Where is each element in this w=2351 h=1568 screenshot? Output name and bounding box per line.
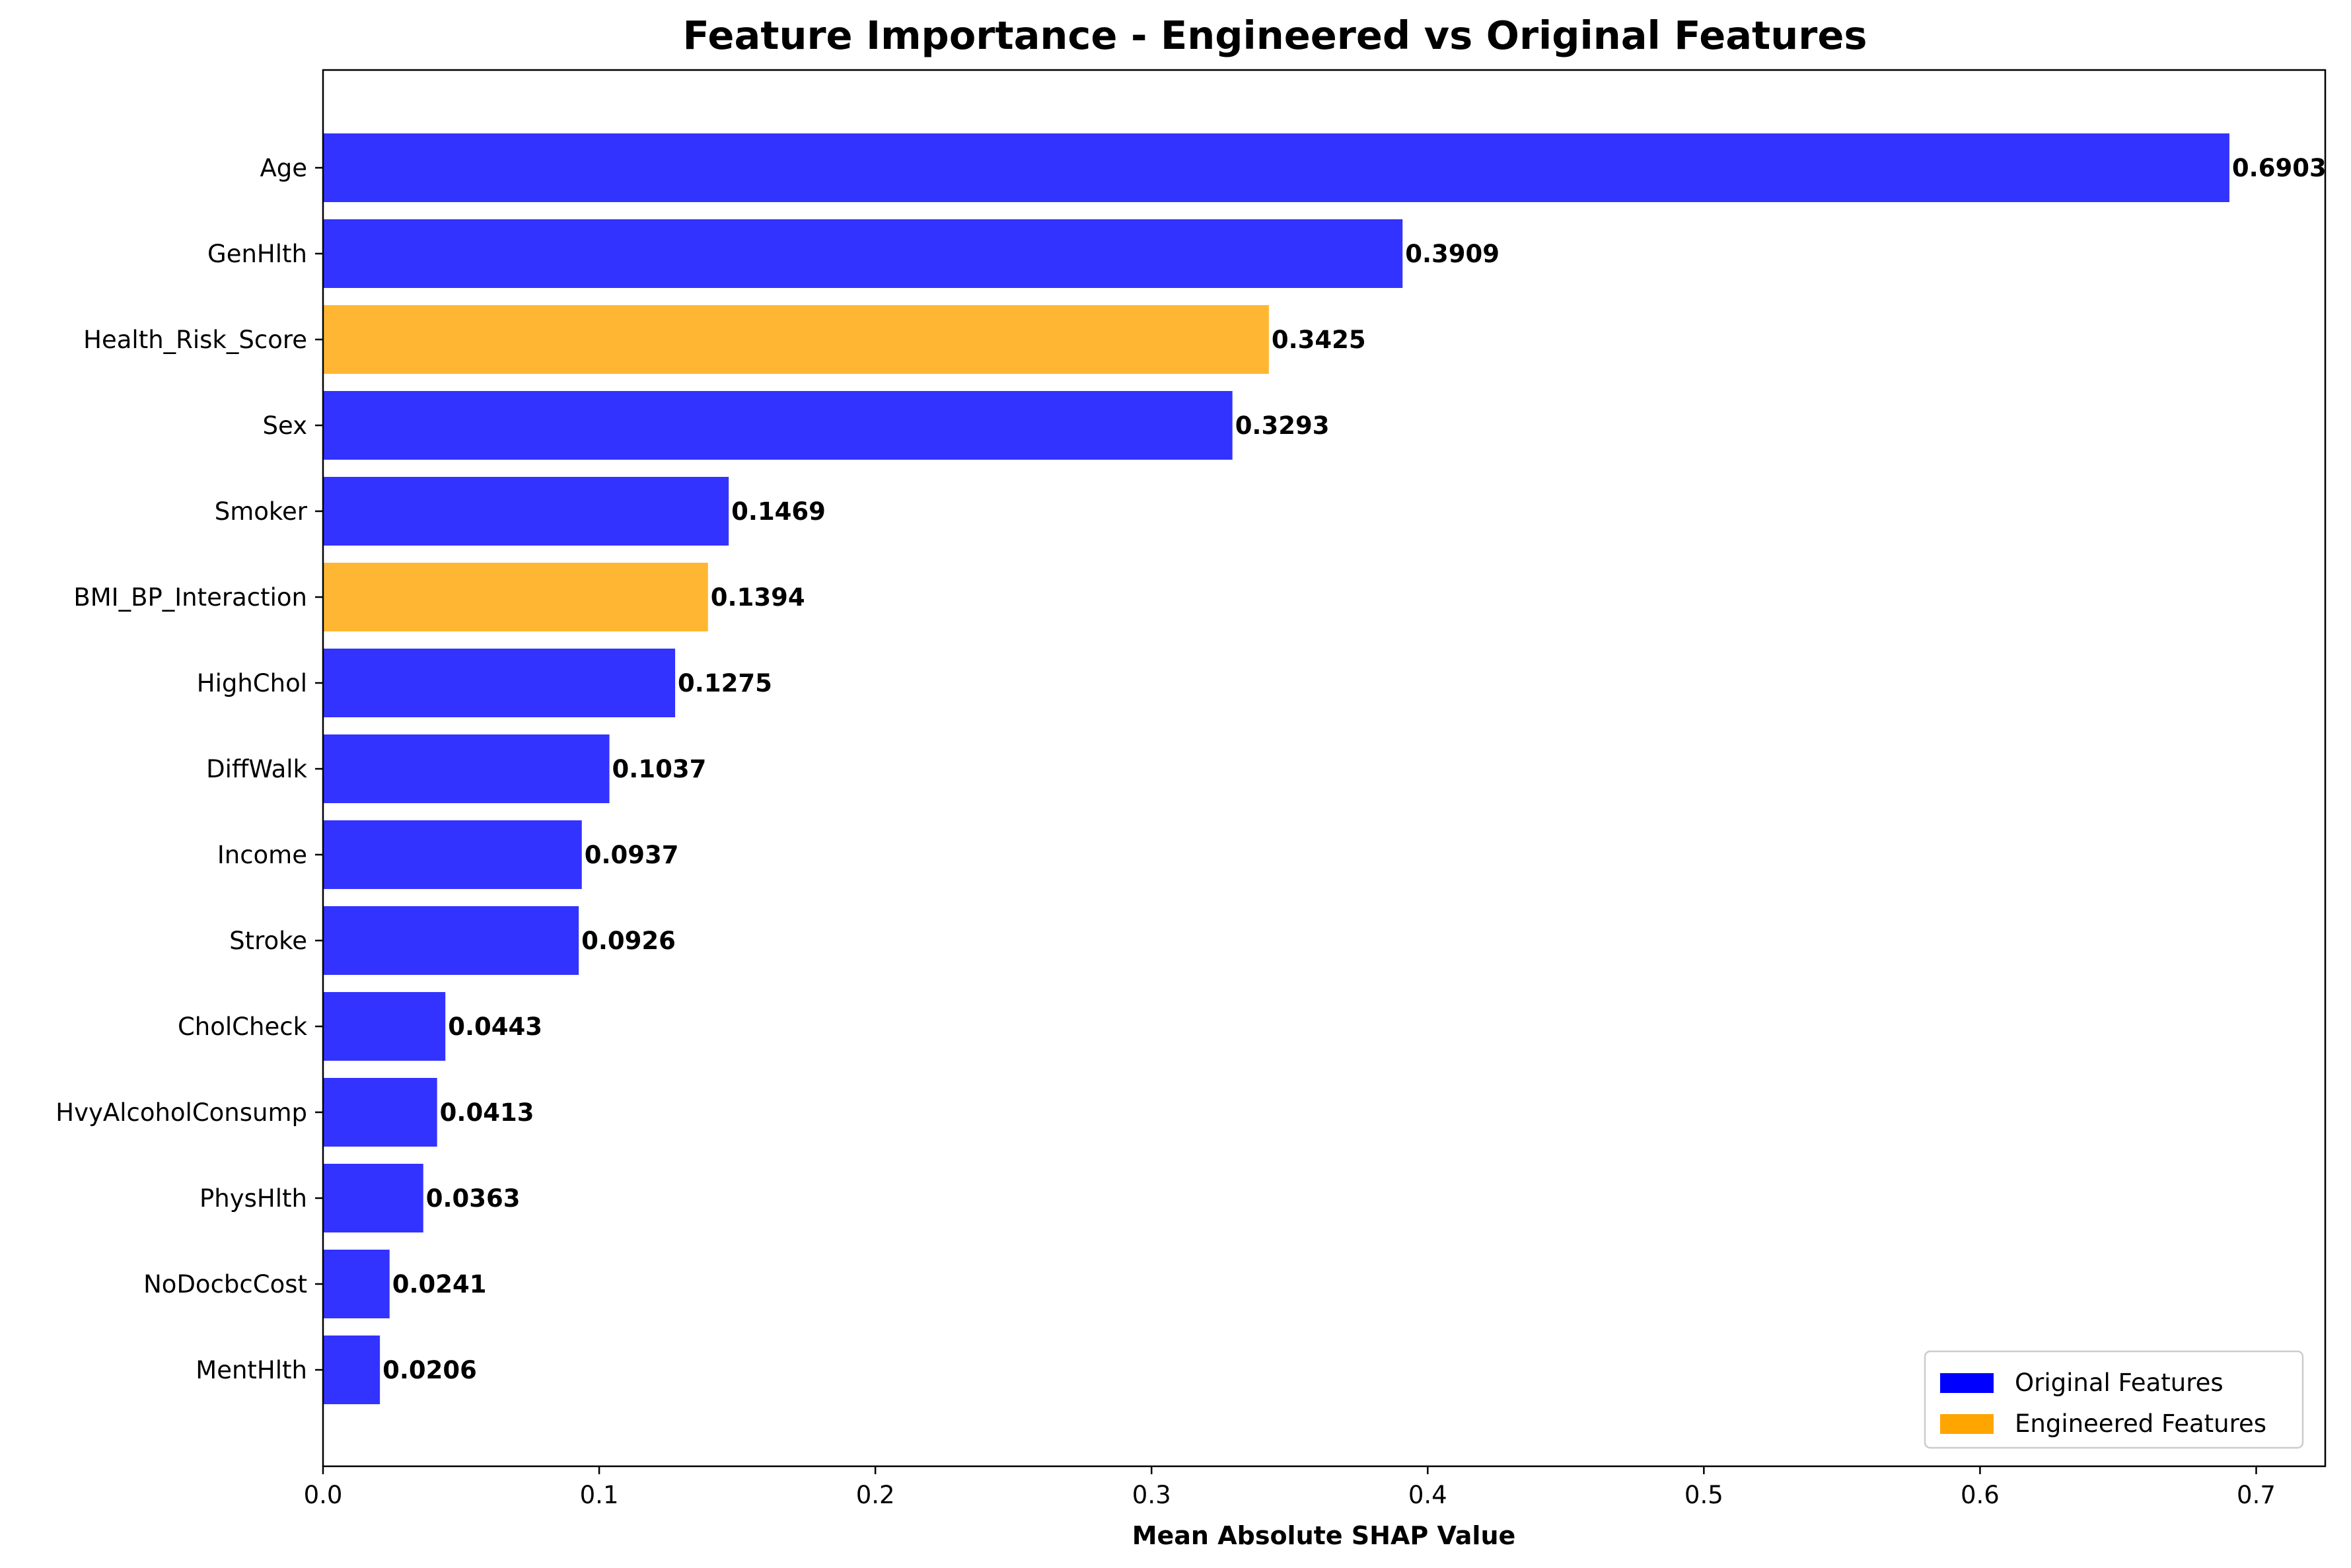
x-tick-label: 0.7 xyxy=(2237,1481,2276,1509)
y-tick-label: NoDocbcCost xyxy=(143,1270,307,1299)
y-tick-label: Smoker xyxy=(215,497,308,526)
bar-health-risk-score xyxy=(323,305,1269,374)
x-tick-label: 0.1 xyxy=(580,1481,619,1509)
y-tick-label: Sex xyxy=(263,411,308,440)
y-tick-label: Health_Risk_Score xyxy=(83,326,307,354)
value-label: 0.0926 xyxy=(581,927,676,955)
bar-cholcheck xyxy=(323,992,446,1061)
x-tick-label: 0.0 xyxy=(304,1481,343,1509)
legend-label: Original Features xyxy=(2015,1369,2224,1397)
value-label: 0.3425 xyxy=(1272,326,1366,354)
legend-box xyxy=(1924,1350,2304,1449)
value-label: 0.0413 xyxy=(440,1098,534,1127)
bar-diffwalk xyxy=(323,734,610,803)
bar-stroke xyxy=(323,906,579,975)
y-tick-label: CholCheck xyxy=(178,1013,308,1041)
x-tick-label: 0.4 xyxy=(1408,1481,1447,1509)
bar-hvyalcoholconsump xyxy=(323,1078,437,1147)
y-tick-label: DiffWalk xyxy=(206,755,307,783)
bar-genhlth xyxy=(323,219,1403,288)
value-label: 0.1469 xyxy=(731,497,826,526)
y-axis-ticks: Age GenHlth Health_Risk_Score Sex Smoker BMI_… xyxy=(55,154,323,1384)
x-tick-label: 0.5 xyxy=(1684,1481,1723,1509)
y-tick-label: BMI_BP_Interaction xyxy=(73,583,307,612)
y-tick-label: MentHlth xyxy=(196,1356,307,1384)
y-tick-label: HighChol xyxy=(197,669,307,697)
bar-menthlth xyxy=(323,1336,380,1404)
y-tick-label: PhysHlth xyxy=(199,1184,307,1213)
y-tick-label: Stroke xyxy=(229,927,307,955)
legend-swatch xyxy=(1940,1414,1994,1434)
y-tick-label: GenHlth xyxy=(207,240,307,268)
value-label: 0.1275 xyxy=(678,669,772,697)
bar-highchol xyxy=(323,649,676,717)
legend: Original Features Engineered Features xyxy=(1924,1350,2304,1449)
value-label: 0.3909 xyxy=(1405,240,1500,268)
x-axis-label: Mean Absolute SHAP Value xyxy=(1132,1521,1516,1550)
bar-smoker xyxy=(323,477,729,546)
value-label: 0.0363 xyxy=(426,1184,521,1213)
value-label: 0.1394 xyxy=(711,583,805,612)
chart-title: Feature Importance - Engineered vs Origi… xyxy=(683,13,1867,58)
bar-nodocbccost xyxy=(323,1250,390,1318)
x-tick-label: 0.6 xyxy=(1961,1481,2000,1509)
y-tick-label: Age xyxy=(260,154,307,182)
bar-income xyxy=(323,820,582,889)
value-label: 0.1037 xyxy=(612,755,707,783)
value-label: 0.6903 xyxy=(2232,154,2327,182)
y-tick-label: Income xyxy=(217,841,307,869)
x-tick-label: 0.3 xyxy=(1132,1481,1171,1509)
value-label: 0.3293 xyxy=(1235,411,1330,440)
y-tick-label: HvyAlcoholConsump xyxy=(55,1098,307,1127)
x-axis-ticks: 0.0 0.1 0.2 0.3 0.4 0.5 0.6 0.7 xyxy=(304,1466,2276,1509)
bars-group xyxy=(323,133,2229,1404)
value-labels-group: 0.6903 0.3909 0.3425 0.3293 0.1469 0.1394 0.12… xyxy=(382,154,2327,1384)
bar-bmi-bp-interaction xyxy=(323,563,708,631)
value-label: 0.0937 xyxy=(585,841,679,869)
x-tick-label: 0.2 xyxy=(856,1481,895,1509)
value-label: 0.0206 xyxy=(382,1356,477,1384)
bar-physhlth xyxy=(323,1164,423,1232)
legend-swatch xyxy=(1940,1373,1994,1393)
plot-frame xyxy=(322,69,2327,1468)
legend-label: Engineered Features xyxy=(2015,1409,2266,1438)
bar-sex xyxy=(323,391,1233,460)
value-label: 0.0443 xyxy=(448,1013,542,1041)
value-label: 0.0241 xyxy=(392,1270,487,1299)
bar-age xyxy=(323,133,2229,202)
